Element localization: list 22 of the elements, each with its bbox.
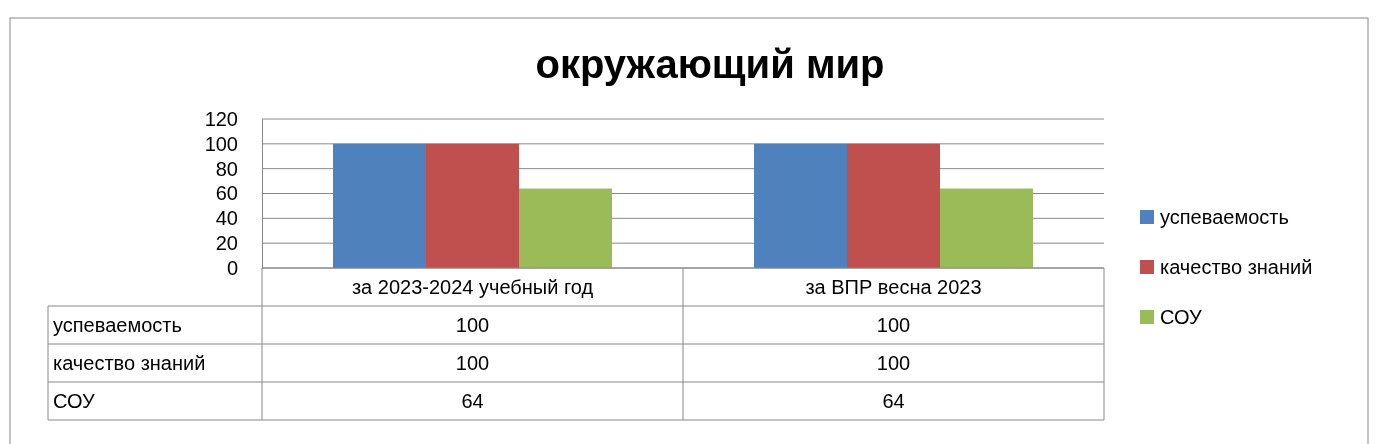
- y-tick-label: 60: [215, 182, 238, 205]
- data-label: 100: [455, 352, 490, 374]
- legend-label: успеваемость: [1160, 206, 1289, 228]
- text: СОУ: [53, 390, 95, 412]
- data-label: 100: [876, 314, 911, 336]
- text: успеваемость: [53, 314, 182, 336]
- y-tick-label: 120: [204, 107, 238, 130]
- text: качество знаний: [53, 352, 206, 374]
- y-tick-label: 100: [204, 132, 238, 155]
- legend-label: качество знаний: [1160, 256, 1313, 278]
- y-tick-label: 0: [226, 256, 238, 279]
- data-label: 64: [882, 390, 905, 412]
- y-tick-label: 20: [215, 232, 238, 255]
- chart-title: окружающий мир: [535, 42, 885, 86]
- x-tick-label: за ВПР весна 2023: [805, 276, 982, 298]
- data-label: 64: [461, 390, 484, 412]
- y-tick-label: 80: [215, 157, 238, 180]
- data-label: 100: [876, 352, 911, 374]
- data-label: 100: [455, 314, 490, 336]
- y-tick-label: 40: [215, 207, 238, 230]
- legend-label: СОУ: [1160, 306, 1203, 328]
- x-tick-label: за 2023-2024 учебный год: [351, 276, 594, 298]
